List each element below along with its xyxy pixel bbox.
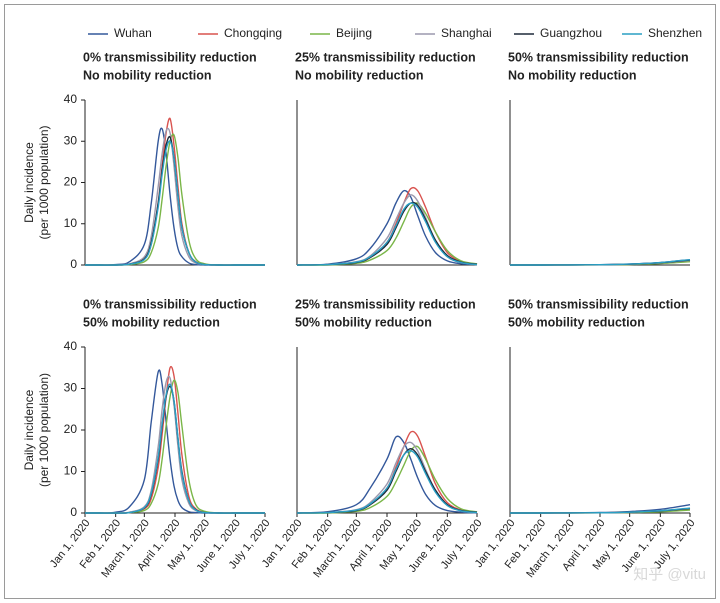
y-tick-label: 0	[70, 505, 77, 519]
panel-title: 0% transmissibility reduction	[83, 50, 257, 64]
y-tick-label: 40	[64, 92, 78, 106]
series-line	[509, 507, 691, 514]
y-axis-label: (per 1000 population)	[37, 373, 51, 487]
series-line	[509, 258, 691, 266]
panel-subtitle: No mobility reduction	[508, 68, 636, 82]
panel-subtitle: No mobility reduction	[83, 68, 211, 82]
series-line	[296, 202, 478, 266]
frame	[4, 4, 716, 599]
panel-title: 0% transmissibility reduction	[83, 297, 257, 311]
panel-title: 25% transmissibility reduction	[295, 50, 476, 64]
series-line	[296, 450, 478, 514]
legend-label: Chongqing	[224, 26, 282, 40]
legend-label: Wuhan	[114, 26, 152, 40]
series-line	[84, 140, 265, 266]
legend-label: Guangzhou	[540, 26, 602, 40]
y-axis-label: Daily incidence	[22, 142, 36, 223]
y-tick-label: 20	[64, 175, 78, 189]
legend-label: Shenzhen	[648, 26, 702, 40]
y-tick-label: 20	[64, 422, 78, 436]
panel-subtitle: No mobility reduction	[295, 68, 423, 82]
panel-subtitle: 50% mobility reduction	[508, 315, 645, 329]
panel-title: 50% transmissibility reduction	[508, 297, 689, 311]
series-line	[85, 383, 265, 514]
legend-label: Beijing	[336, 26, 372, 40]
legend-label: Shanghai	[441, 26, 492, 40]
series-line	[296, 189, 478, 266]
y-axis-label: (per 1000 population)	[37, 125, 51, 239]
panel-subtitle: 50% mobility reduction	[295, 315, 432, 329]
y-tick-label: 10	[64, 464, 78, 478]
y-tick-label: 30	[64, 133, 78, 147]
y-tick-label: 0	[70, 257, 77, 271]
y-axis-label: Daily incidence	[22, 389, 36, 470]
panel-title: 25% transmissibility reduction	[295, 297, 476, 311]
y-tick-label: 30	[64, 381, 78, 395]
y-tick-label: 10	[64, 216, 78, 230]
series-line	[296, 445, 478, 514]
panel-subtitle: 50% mobility reduction	[83, 315, 220, 329]
panel-title: 50% transmissibility reduction	[508, 50, 689, 64]
watermark: 知乎 @vitu	[633, 566, 706, 583]
y-tick-label: 40	[64, 339, 78, 353]
series-line	[296, 202, 478, 266]
